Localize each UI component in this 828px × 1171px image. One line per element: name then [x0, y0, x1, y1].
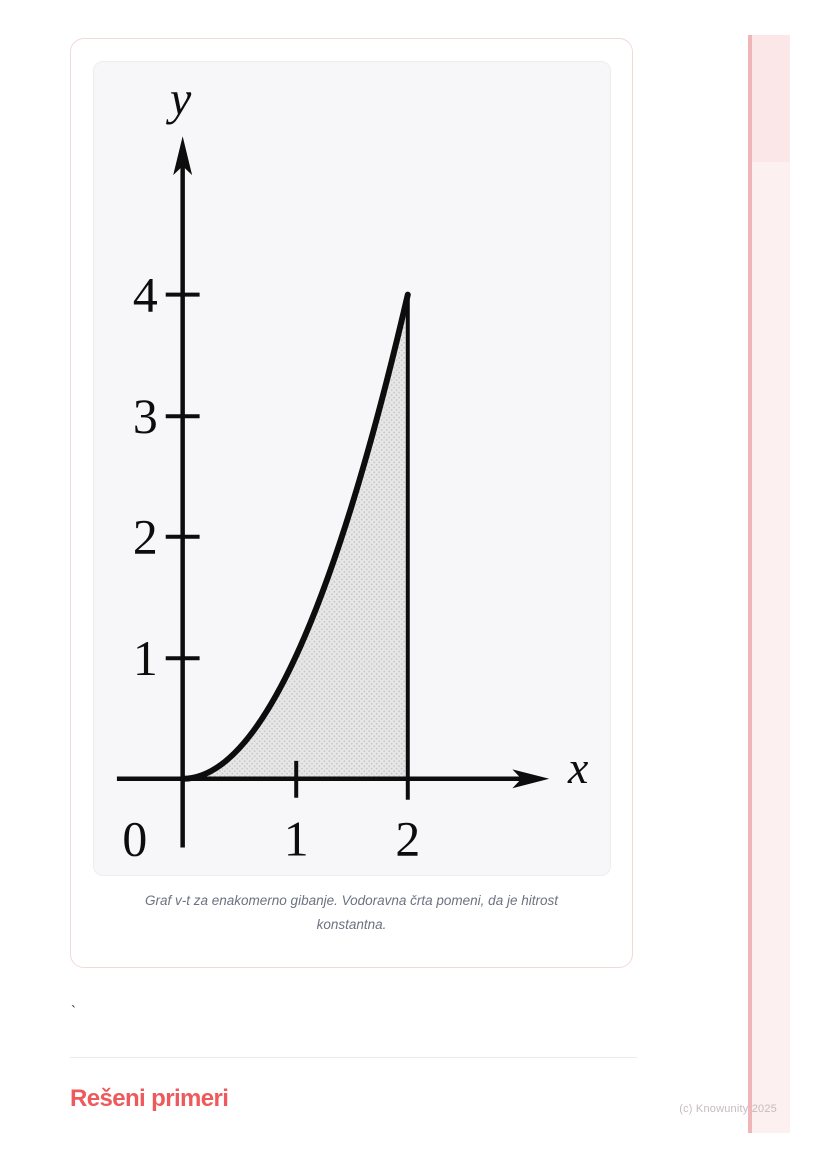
- y-tick-label-4: 4: [133, 268, 158, 323]
- graph-panel: y x 4 3 2 1 0 1 2: [93, 61, 611, 876]
- figure-caption: Graf v-t za enakomerno gibanje. Vodoravn…: [145, 893, 558, 932]
- page-edge-stripe-fill: [752, 35, 790, 1133]
- stray-backtick: `: [71, 1003, 76, 1020]
- y-tick-label-2: 2: [133, 510, 158, 565]
- x-axis-arrowhead: [512, 769, 550, 789]
- stripe-segment-top: [752, 35, 790, 162]
- y-tick-label-3: 3: [133, 389, 158, 444]
- page-edge-stripe-line: [748, 35, 752, 1133]
- vt-graph: y x 4 3 2 1 0 1 2: [116, 72, 588, 867]
- divider: [70, 1057, 637, 1058]
- shaded-area: [182, 294, 408, 779]
- parabola-curve: [179, 291, 411, 782]
- figure-card: y x 4 3 2 1 0 1 2 Graf v-t za enakomerno…: [70, 38, 633, 968]
- y-axis-arrowhead: [173, 136, 193, 176]
- y-axis-label: y: [166, 72, 192, 125]
- stripe-segment-bottom: [752, 162, 790, 1133]
- x-tick-label-2: 2: [395, 812, 420, 867]
- y-tick-label-1: 1: [133, 631, 158, 686]
- copyright-watermark: (c) Knowunity 2025: [679, 1103, 777, 1115]
- x-axis-label: x: [567, 742, 588, 793]
- x-tick-label-1: 1: [284, 812, 309, 867]
- section-heading: Rešeni primeri: [70, 1085, 229, 1112]
- x-tick-label-0: 0: [122, 812, 147, 867]
